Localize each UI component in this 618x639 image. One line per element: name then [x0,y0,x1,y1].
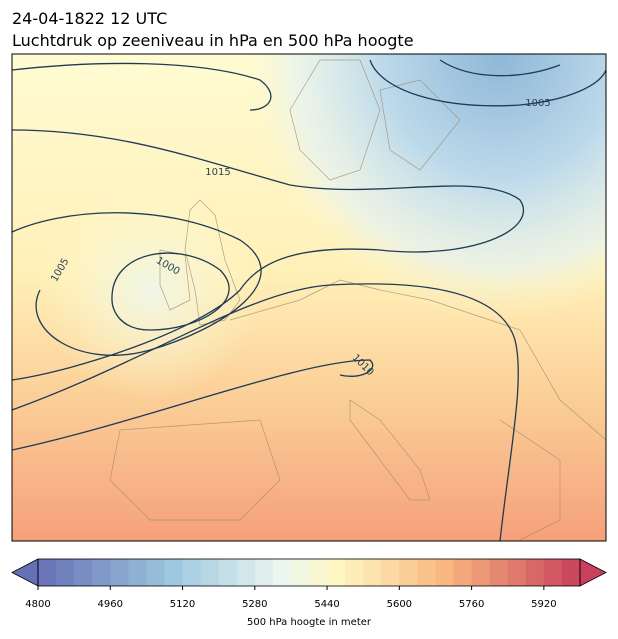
colorbar-frame [37,558,581,587]
colorbar-segment [345,559,364,586]
colorbar-tick-label: 5920 [531,599,556,610]
colorbar-segment [236,559,256,586]
colorbar-segment [525,559,545,586]
subtitle: Luchtdruk op zeeniveau in hPa en 500 hPa… [12,31,414,50]
coastlines [109,59,606,541]
colorbar-tick-label: 5760 [459,599,484,610]
colorbar: 4800 4960 5120 5280 5440 5600 5760 5920 [11,558,607,610]
colorbar-segment [146,559,165,586]
colorbar-segment [309,559,328,586]
colorbar-segment [561,559,581,586]
colorbar-segment [399,559,418,586]
contour-label: 1015 [205,167,230,178]
colorbar-segment [435,559,455,586]
colorbar-extend-high [579,558,607,587]
map: 1015 1005 1005 1000 1010 [12,54,606,541]
colorbar-tick-label: 5280 [242,599,267,610]
colorbar-segment [489,559,509,586]
colorbar-segment [381,559,400,586]
colorbar-segment [327,559,346,586]
contour-label: 1005 [525,98,550,109]
colorbar-segment [543,559,563,586]
colorbar-label: 500 hPa hoogte in meter [247,617,372,628]
colorbar-segment [128,559,147,586]
colorbar-segment [218,559,238,586]
title: 24-04-1822 12 UTC [12,9,167,28]
colorbar-segment [200,559,220,586]
colorbar-tick-label: 5440 [314,599,339,610]
colorbar-segment [182,559,202,586]
isobars [12,59,606,541]
colorbar-segment [290,559,310,586]
colorbar-segment [363,559,382,586]
colorbar-segment [92,559,111,586]
colorbar-tick-label: 4800 [25,599,50,610]
colorbar-extend-low [11,558,39,587]
colorbar-segment [164,559,184,586]
colorbar-segment [417,559,436,586]
colorbar-segment [507,559,527,586]
colorbar-segment [56,559,75,586]
map-frame [11,53,607,542]
colorbar-segment [471,559,491,586]
colorbar-segment [110,559,129,586]
colorbar-tick-label: 5600 [387,599,412,610]
colorbar-segment [272,559,292,586]
colorbar-tick-label: 4960 [98,599,123,610]
colorbar-segment [74,559,93,586]
colorbar-segment [453,559,473,586]
colorbar-tick-label: 5120 [170,599,195,610]
colorbar-segment [38,559,57,586]
colorbar-segment [254,559,274,586]
